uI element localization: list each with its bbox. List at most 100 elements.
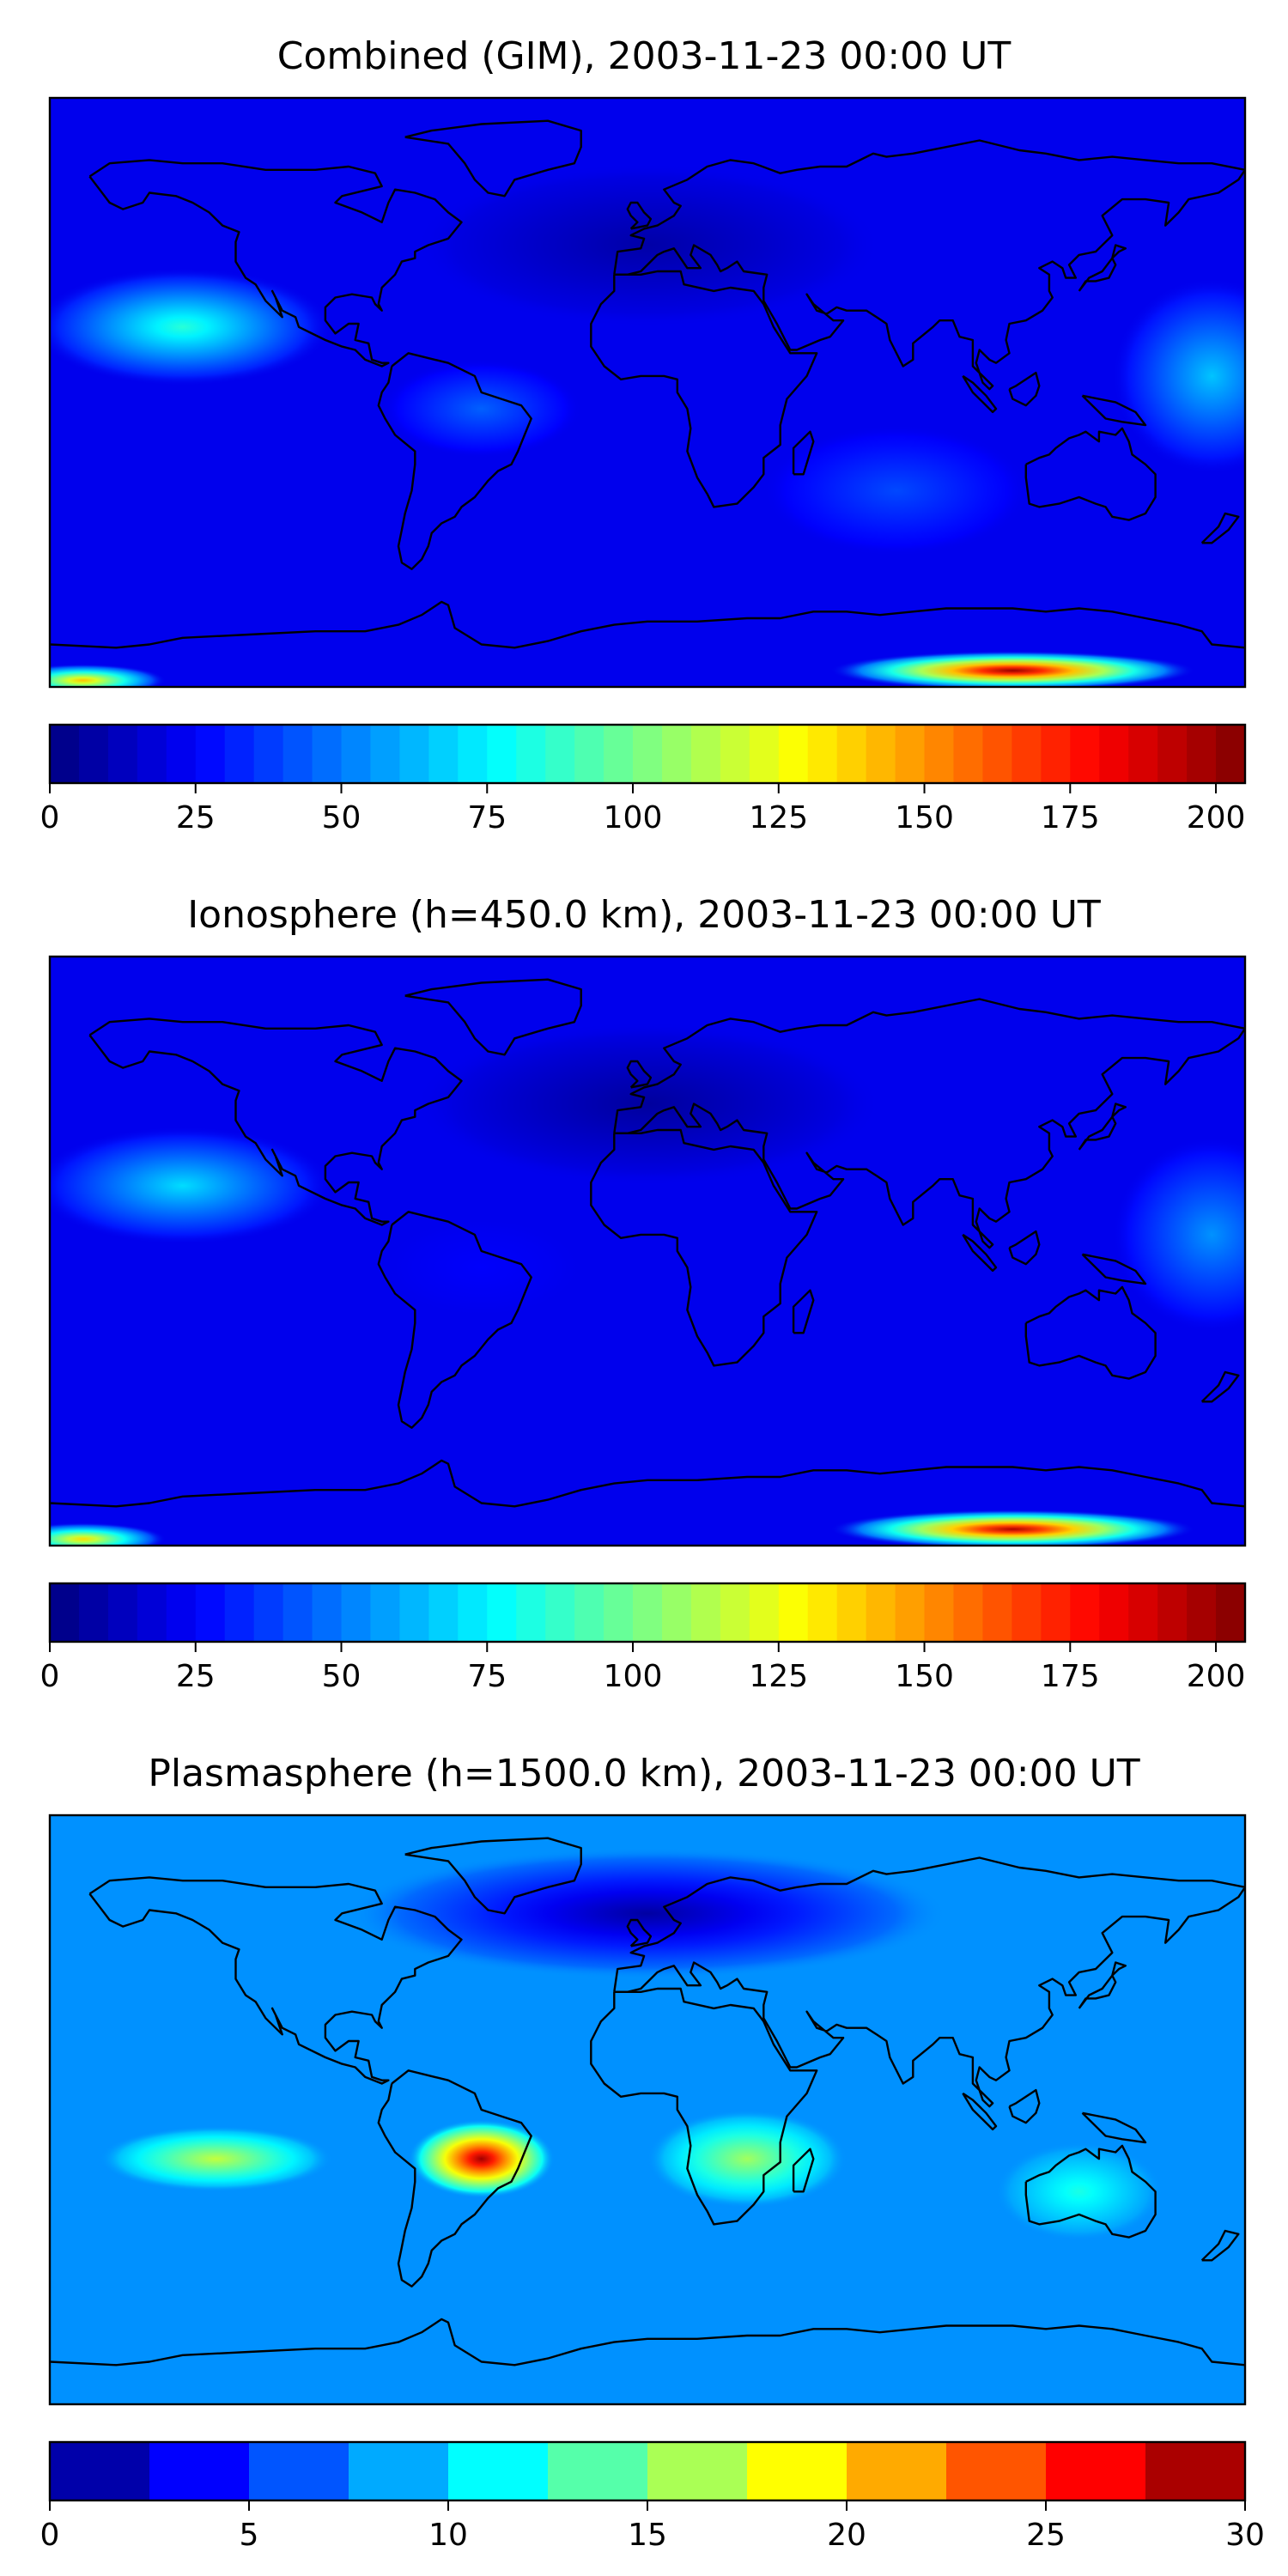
coastline: [590, 1987, 818, 2226]
coastline: [962, 2092, 998, 2131]
colorbar-bin: [866, 1583, 896, 1642]
coastline: [1078, 1961, 1127, 2009]
colorbar-bin: [778, 1583, 809, 1642]
colorbar-tick-label: 10: [428, 2518, 468, 2553]
chart-title: Plasmasphere (h=1500.0 km), 2003-11-23 0…: [148, 1752, 1140, 1795]
colorbar-bin: [1046, 2442, 1146, 2500]
panel-plasmasphere: Plasmasphere (h=1500.0 km), 2003-11-23 0…: [0, 0, 1288, 1795]
colorbar-bin: [747, 2442, 848, 2500]
coastline: [404, 978, 582, 1056]
coastline: [1008, 2088, 1041, 2124]
colorbar-bin: [720, 1583, 750, 1642]
panel-ionosphere: Ionosphere (h=450.0 km), 2003-11-23 00:0…: [0, 0, 1288, 937]
colorbar-bin: [1099, 1583, 1129, 1642]
colorbar-bin: [50, 2442, 150, 2500]
map-frame: [48, 1814, 1247, 2406]
colorbar-tick-label: 25: [1026, 2518, 1066, 2553]
colorbar-bin: [895, 1583, 926, 1642]
colorbar-tick-label: 150: [895, 1659, 954, 1694]
map-frame: [48, 955, 1247, 1547]
colorbar-bin: [847, 2442, 947, 2500]
field-feature: [408, 2119, 555, 2198]
colorbar-bin: [253, 1583, 284, 1642]
colorbar-frame: [48, 1582, 1247, 1643]
colorbar-tick-label: 75: [467, 1659, 507, 1694]
coastline: [50, 2318, 1245, 2366]
colorbar-bin: [487, 1583, 517, 1642]
field-feature: [381, 1218, 581, 1317]
colorbar-tick-label: 25: [176, 1659, 216, 1694]
coastline: [962, 1233, 998, 1273]
colorbar-bin: [545, 1583, 575, 1642]
colorbar-tick-label: 15: [628, 2518, 667, 2553]
field-feature: [829, 1510, 1195, 1546]
colorbar-bin: [1070, 1583, 1100, 1642]
colorbar-bin: [749, 1583, 780, 1642]
colorbar-bin: [78, 1583, 109, 1642]
coastline: [404, 1837, 582, 1915]
colorbar-bin: [953, 1583, 984, 1642]
colorbar-bin: [661, 1583, 692, 1642]
colorbar-tick-label: 200: [1187, 1659, 1246, 1694]
coastline: [613, 1856, 1245, 2108]
field-feature: [647, 2110, 847, 2208]
colorbar-bin: [149, 2442, 250, 2500]
field-feature: [50, 1127, 332, 1245]
coastlines: [50, 1837, 1245, 2366]
colorbar-tick-label: 20: [827, 2518, 866, 2553]
colorbar-bin: [312, 1583, 343, 1642]
field-feature: [349, 1848, 946, 1979]
colorbar-bin: [458, 1583, 488, 1642]
map-field: [100, 1848, 1163, 2241]
map-background: [50, 957, 1245, 1546]
coastline: [792, 2148, 815, 2193]
colorbar-tick-label: 100: [604, 1659, 663, 1694]
field-feature: [415, 1022, 880, 1186]
colorbar-bin: [1128, 1583, 1158, 1642]
colorbar-bin: [1157, 1583, 1188, 1642]
colorbar-tick-label: 0: [40, 2518, 60, 2553]
colorbar-bin: [370, 1583, 401, 1642]
colorbar-bin: [548, 2442, 648, 2500]
colorbar-bin: [399, 1583, 429, 1642]
colorbar-bin: [349, 2442, 449, 2500]
colorbar-bin: [137, 1583, 167, 1642]
colorbar-bin: [604, 1583, 634, 1642]
coastline: [1024, 2144, 1157, 2239]
colorbar-bin: [448, 2442, 549, 2500]
colorbar-bin: [516, 1583, 546, 1642]
colorbar: 0 5 10 15 20 25 30: [40, 2440, 1265, 2553]
map-field: [50, 1022, 1245, 1546]
colorbar-bin: [1187, 1583, 1217, 1642]
colorbar-bin: [633, 1583, 663, 1642]
colorbar-bin: [341, 1583, 372, 1642]
coastline: [50, 1459, 1245, 1508]
coastline: [792, 1289, 815, 1334]
field-feature: [100, 2126, 332, 2192]
map-background: [50, 1815, 1245, 2404]
field-feature: [50, 1522, 167, 1546]
colorbar-tick-label: 30: [1225, 2518, 1265, 2553]
colorbar-bin: [428, 1583, 459, 1642]
colorbar-tick-label: 5: [240, 2518, 259, 2553]
colorbar-tick-label: 0: [40, 1659, 60, 1694]
colorbar-bin: [924, 1583, 955, 1642]
colorbar-tick-label: 50: [322, 1659, 361, 1694]
coastline: [626, 1060, 653, 1089]
colorbar-frame: [48, 2440, 1247, 2502]
coastline: [590, 1128, 818, 1367]
colorbar-bin: [1041, 1583, 1071, 1642]
colorbar-bin: [982, 1583, 1012, 1642]
coastline: [88, 1876, 463, 2085]
colorbar-bin: [836, 1583, 867, 1642]
colorbar-bin: [50, 1583, 80, 1642]
colorbar-bin: [1216, 1583, 1246, 1642]
chart-title: Ionosphere (h=450.0 km), 2003-11-23 00:0…: [187, 893, 1101, 937]
colorbar-tick-label: 125: [749, 1659, 808, 1694]
field-feature: [1112, 1136, 1245, 1334]
coastline: [1078, 1103, 1127, 1151]
colorbar-bin: [1012, 1583, 1042, 1642]
colorbar-bin: [690, 1583, 721, 1642]
coastline: [377, 1211, 532, 1429]
coastline: [1200, 1370, 1240, 1403]
